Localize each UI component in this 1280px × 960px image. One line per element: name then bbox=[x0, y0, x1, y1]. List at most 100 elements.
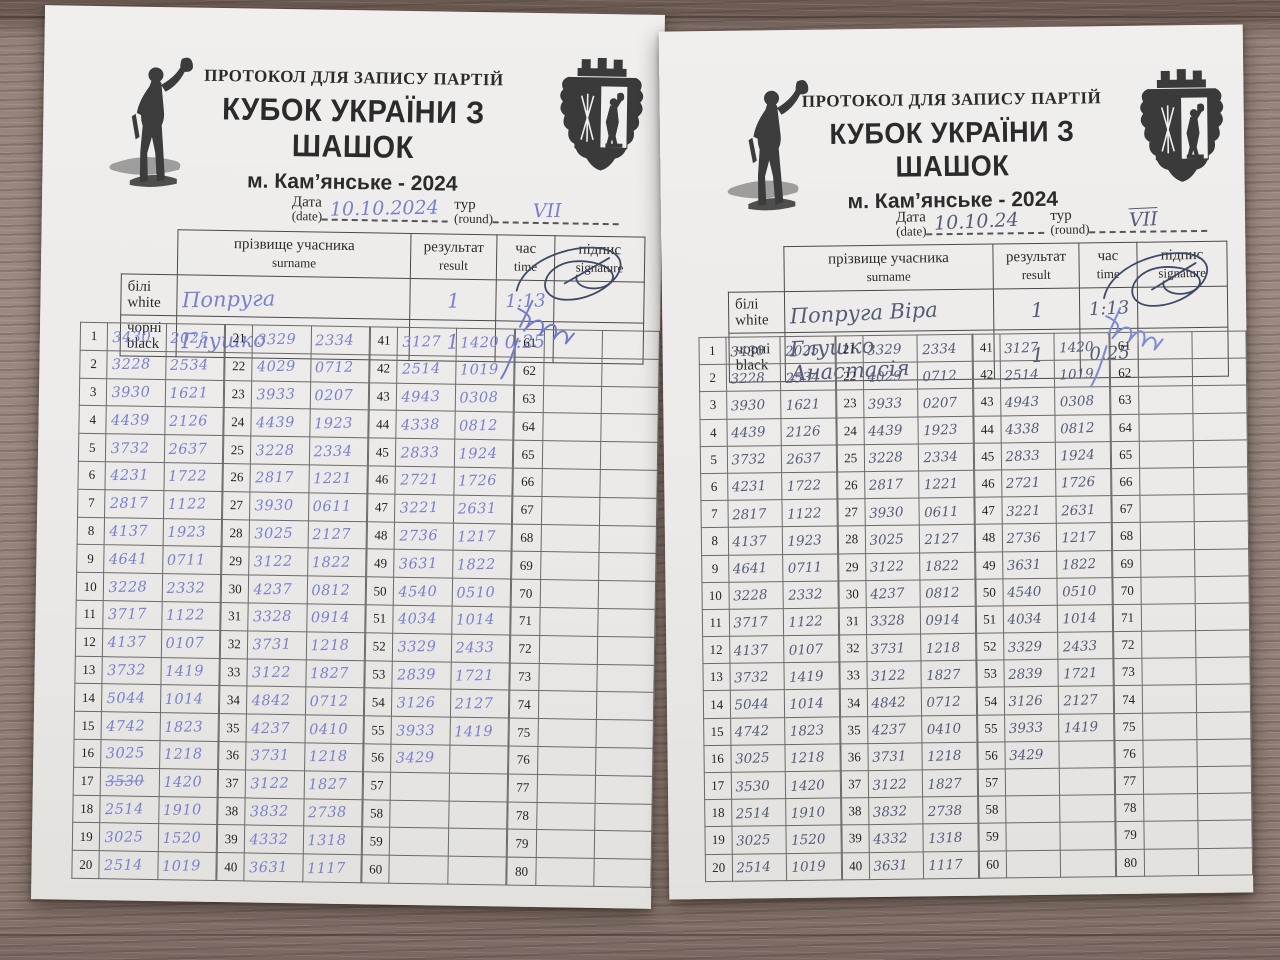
white-move-cell bbox=[1141, 602, 1197, 633]
move-row: 10 3228 2332 bbox=[76, 572, 221, 603]
move-number: 14 bbox=[74, 683, 103, 712]
black-move-cell: 0914 bbox=[920, 605, 977, 635]
move-number: 10 bbox=[76, 572, 105, 601]
move-row: 27 3930 0611 bbox=[837, 496, 975, 527]
move-number: 6 bbox=[700, 473, 728, 501]
black-move-cell: 1823 bbox=[159, 712, 219, 742]
move-number: 65 bbox=[513, 440, 543, 469]
white-move-cell: 3122 bbox=[866, 660, 922, 690]
white-move-cell: 2839 bbox=[392, 660, 452, 690]
move-number: 28 bbox=[222, 519, 250, 548]
move-row: 29 3122 1822 bbox=[221, 546, 367, 578]
black-move-cell: 1721 bbox=[1057, 657, 1114, 688]
move-row: 78 bbox=[507, 801, 653, 832]
date-label: Дата (date) bbox=[895, 209, 927, 239]
black-move-cell: 1014 bbox=[784, 688, 841, 719]
move-number: 64 bbox=[1110, 413, 1140, 442]
move-number: 27 bbox=[222, 491, 251, 520]
white-move-cell: 3126 bbox=[391, 688, 451, 718]
move-number: 54 bbox=[977, 687, 1005, 715]
black-move-cell bbox=[601, 330, 660, 360]
black-move-cell bbox=[1194, 574, 1250, 605]
move-number: 70 bbox=[511, 579, 541, 608]
white-player-name: Попруга bbox=[176, 274, 411, 320]
white-move-cell bbox=[1140, 575, 1196, 606]
white-move-cell: 2817 bbox=[727, 498, 783, 529]
white-move-cell: 4231 bbox=[105, 461, 165, 491]
black-move-cell bbox=[1059, 821, 1116, 851]
move-number: 19 bbox=[72, 822, 101, 851]
move-row: 63 bbox=[514, 384, 659, 415]
black-move-cell bbox=[1195, 683, 1252, 714]
move-number: 60 bbox=[979, 850, 1007, 878]
move-row: 50 4540 0510 bbox=[975, 576, 1113, 607]
move-number: 76 bbox=[508, 746, 538, 775]
move-row: 59 bbox=[978, 821, 1116, 852]
white-move-cell bbox=[542, 440, 601, 470]
move-number: 71 bbox=[1113, 604, 1143, 632]
black-move-cell: 1122 bbox=[161, 601, 221, 631]
move-number: 53 bbox=[976, 660, 1004, 688]
white-move-cell: 3732 bbox=[726, 444, 783, 475]
white-time: 1:13 bbox=[1078, 286, 1139, 330]
move-number: 62 bbox=[514, 356, 545, 386]
move-number: 21 bbox=[225, 324, 253, 353]
move-number: 58 bbox=[362, 799, 391, 828]
white-move-cell bbox=[1138, 357, 1194, 388]
white-move-cell bbox=[1142, 684, 1198, 714]
black-move-cell bbox=[595, 719, 654, 749]
white-move-cell bbox=[1144, 847, 1200, 877]
black-move-cell bbox=[596, 663, 655, 693]
black-move-cell: 0812 bbox=[454, 411, 514, 441]
black-move-cell bbox=[1196, 710, 1252, 741]
move-row: 6 4231 1722 bbox=[700, 470, 838, 502]
move-number: 69 bbox=[1112, 549, 1142, 578]
move-number: 33 bbox=[219, 658, 248, 687]
move-row: 12 4137 0107 bbox=[75, 628, 220, 659]
move-number: 18 bbox=[72, 794, 101, 823]
white-move-cell: 3933 bbox=[862, 388, 919, 419]
move-row: 24 4439 1923 bbox=[836, 414, 974, 446]
move-row: 18 2514 1910 bbox=[72, 794, 218, 825]
move-number: 75 bbox=[1114, 712, 1144, 741]
white-move-cell: 3025 bbox=[99, 822, 159, 852]
white-player-row: білі white Попруга Віра 1 1:13 bbox=[728, 285, 1228, 337]
move-number: 63 bbox=[514, 384, 544, 413]
white-move-cell: 4237 bbox=[866, 714, 923, 745]
move-row: 17 3530 1420 bbox=[704, 769, 842, 801]
move-row: 49 3631 1822 bbox=[366, 549, 512, 580]
black-move-cell: 1217 bbox=[452, 522, 512, 552]
black-move-cell: 2332 bbox=[161, 573, 221, 603]
move-number: 68 bbox=[1112, 522, 1142, 551]
players-header-row: прізвище учасника surname результат result… bbox=[728, 241, 1228, 292]
move-row: 65 bbox=[513, 440, 658, 471]
white-move-cell: 4540 bbox=[1001, 577, 1058, 607]
move-number: 4 bbox=[78, 405, 107, 434]
white-move-cell: 2514 bbox=[397, 354, 456, 384]
black-move-cell: 1419 bbox=[1058, 712, 1115, 743]
move-number: 20 bbox=[71, 850, 100, 879]
move-row: 38 3832 2738 bbox=[217, 797, 363, 828]
round-label: тур (round) bbox=[1050, 207, 1090, 237]
wood-plank-seam bbox=[0, 934, 1280, 936]
move-row: 10 3228 2332 bbox=[701, 579, 839, 611]
move-row: 54 3126 2127 bbox=[364, 688, 509, 719]
move-number: 49 bbox=[975, 551, 1003, 579]
white-move-cell: 4332 bbox=[867, 823, 924, 854]
move-row: 15 4742 1823 bbox=[703, 715, 841, 747]
protocol-sheet-right: ПРОТОКОЛ ДЛЯ ЗАПИСУ ПАРТІЙ КУБОК УКРАЇНИ… bbox=[658, 24, 1254, 900]
black-move-cell: 1218 bbox=[784, 742, 841, 773]
white-move-cell: 4029 bbox=[862, 361, 919, 391]
white-move-cell: 3731 bbox=[245, 741, 305, 771]
move-number: 75 bbox=[508, 718, 539, 747]
move-number: 61 bbox=[1109, 332, 1139, 360]
date-value: 10.10.24 bbox=[933, 208, 1020, 235]
move-row: 68 bbox=[512, 523, 657, 554]
white-move-cell: 3329 bbox=[392, 632, 452, 662]
white-move-cell: 3221 bbox=[394, 493, 454, 523]
date-line: 10.10.24 bbox=[926, 204, 1045, 236]
move-number: 38 bbox=[841, 797, 869, 826]
white-move-cell bbox=[543, 385, 602, 414]
move-row: 72 bbox=[510, 634, 655, 665]
black-move-cell: 1019 bbox=[455, 355, 515, 385]
